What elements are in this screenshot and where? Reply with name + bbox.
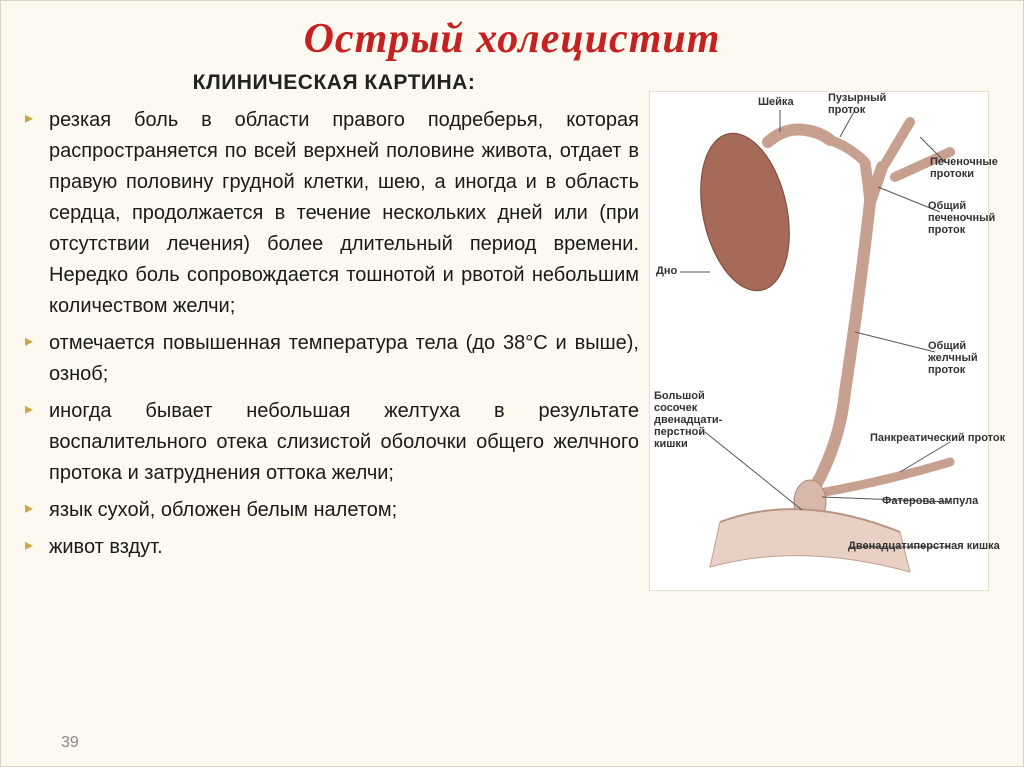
- list-item: резкая боль в области правого подреберья…: [29, 105, 639, 322]
- subtitle: КЛИНИЧЕСКАЯ КАРТИНА:: [29, 71, 639, 95]
- list-item: отмечается повышенная температура тела (…: [29, 328, 639, 390]
- slide-title: Острый холецистит: [1, 1, 1023, 71]
- label-common-bile: Общий желчный проток: [928, 340, 978, 376]
- label-hepatic-ducts: Печеночные протоки: [930, 156, 998, 180]
- list-item: живот вздут.: [29, 532, 639, 563]
- label-papilla: Большой сосочек двенадцати- перстной киш…: [654, 390, 722, 450]
- content-area: КЛИНИЧЕСКАЯ КАРТИНА: резкая боль в облас…: [1, 71, 1023, 591]
- label-neck: Шейка: [758, 96, 794, 108]
- list-item: иногда бывает небольшая желтуха в резуль…: [29, 396, 639, 489]
- label-pancreatic: Панкреатический проток: [870, 432, 1005, 444]
- diagram-column: Дно Шейка Пузырный проток Печеночные про…: [649, 71, 999, 591]
- label-fundus: Дно: [656, 265, 677, 277]
- page-number: 39: [61, 734, 79, 752]
- text-column: КЛИНИЧЕСКАЯ КАРТИНА: резкая боль в облас…: [29, 71, 649, 591]
- bullet-list: резкая боль в области правого подреберья…: [29, 105, 639, 563]
- label-ampulla: Фатерова ампула: [882, 495, 978, 507]
- label-common-hepatic: Общий печеночный проток: [928, 200, 995, 236]
- label-duodenum: Двенадцатиперстная кишка: [848, 540, 1000, 552]
- label-cystic-duct: Пузырный проток: [828, 92, 886, 116]
- anatomy-diagram: Дно Шейка Пузырный проток Печеночные про…: [649, 91, 989, 591]
- list-item: язык сухой, обложен белым налетом;: [29, 495, 639, 526]
